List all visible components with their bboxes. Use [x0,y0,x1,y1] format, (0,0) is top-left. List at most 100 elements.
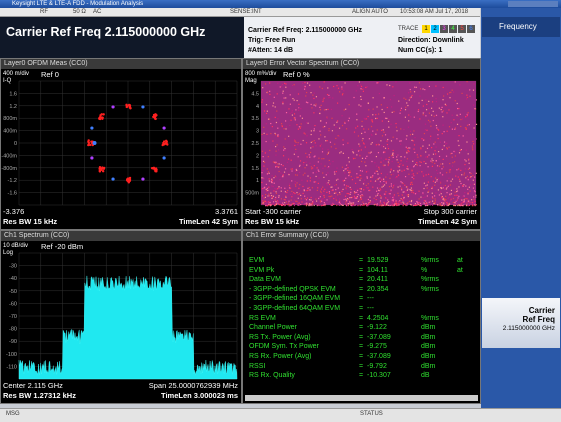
evm-dot [422,175,425,177]
evm-dot [418,198,420,200]
evm-dot [296,99,298,102]
evm-dot [404,203,406,205]
evm-dot [262,202,264,204]
evm-dot [368,202,370,204]
evm-dot [342,144,344,146]
evm-dot [368,138,371,140]
evm-dot [385,181,387,183]
evm-dot [343,90,345,92]
evm-dot [310,166,312,168]
evm-dot [276,165,278,168]
evm-dot [472,104,475,106]
evm-dot [460,182,462,185]
evm-dot [319,109,322,111]
evm-dot [283,128,285,130]
evm-dot [266,133,268,135]
evm-dot [313,97,315,100]
evm-dot [355,196,358,199]
evm-dot [335,199,338,201]
evm-dot [464,192,466,194]
evm-dot [462,201,464,203]
evm-dot [389,177,391,179]
evm-dot [328,159,330,162]
evm-dot [272,102,275,104]
evm-dot [360,105,362,107]
evm-dot [406,165,408,168]
evm-dot [413,130,415,132]
evm-dot [456,203,458,205]
evm-dot [295,148,297,151]
evm-dot [330,108,333,111]
row-unit: %rms [421,276,439,284]
evm-dot [292,202,295,204]
evm-dot [313,156,315,158]
evm-dot [448,177,450,179]
evm-dot [304,167,306,169]
evm-dot [358,166,360,168]
evm-dot [329,96,331,98]
evm-dot [432,197,434,199]
row-unit: dB [421,372,430,380]
evm-dot [423,202,425,204]
evm-dot [304,172,306,174]
evm-dot [296,169,298,171]
row-equals: = [359,266,364,274]
evm-dot [358,143,360,145]
evm-dot [375,204,377,206]
evm-dot [433,202,435,205]
constellation-point [98,116,102,119]
evm-dot [422,88,424,90]
evm-dot [434,198,436,200]
evm-dot [269,200,271,202]
evm-dot [284,149,286,151]
num-cc: Num CC(s): 1 [398,47,443,54]
footer-left: Center 2.115 GHz [3,381,63,390]
evm-dot [329,163,331,165]
constellation-point [141,177,145,181]
evm-dot [293,117,295,119]
evm-dot [285,97,287,99]
evm-dot [362,88,365,90]
evm-dot [422,105,424,107]
evm-dot [376,106,378,108]
evm-dot [431,101,434,103]
evm-dot [386,143,389,146]
softkey-line1: Carrier [528,306,555,315]
evm-dot [320,120,322,122]
evm-dot [383,111,385,114]
evm-dot [454,155,456,157]
evm-dot [297,156,299,158]
evm-dot [388,185,391,188]
evm-dot [424,88,426,91]
evm-dot [270,204,273,206]
evm-dot [336,85,338,87]
evm-dot [371,120,373,122]
evm-dot [345,188,347,190]
constellation-point [90,126,94,130]
evm-dot [344,195,347,197]
evm-dot [390,204,392,207]
evm-dot [356,191,358,193]
evm-dot [291,110,293,112]
evm-dot [370,119,372,121]
evm-dot [425,200,427,202]
evm-dot [451,156,453,158]
evm-dot [475,99,478,101]
evm-dot [472,149,474,151]
evm-dot [289,112,291,114]
evm-dot [428,154,430,156]
evm-dot [399,185,401,187]
panel-title-bar [243,59,480,69]
evm-dot [428,107,430,109]
evm-dot [393,201,395,203]
evm-dot [262,87,264,89]
evm-dot [426,195,428,197]
evm-dot [416,204,418,206]
evm-dot [280,176,283,178]
evm-dot [343,170,345,172]
evm-dot [381,178,383,180]
evm-dot [372,114,374,116]
evm-dot [384,204,386,206]
evm-dot [323,196,326,198]
evm-dot [360,197,362,200]
